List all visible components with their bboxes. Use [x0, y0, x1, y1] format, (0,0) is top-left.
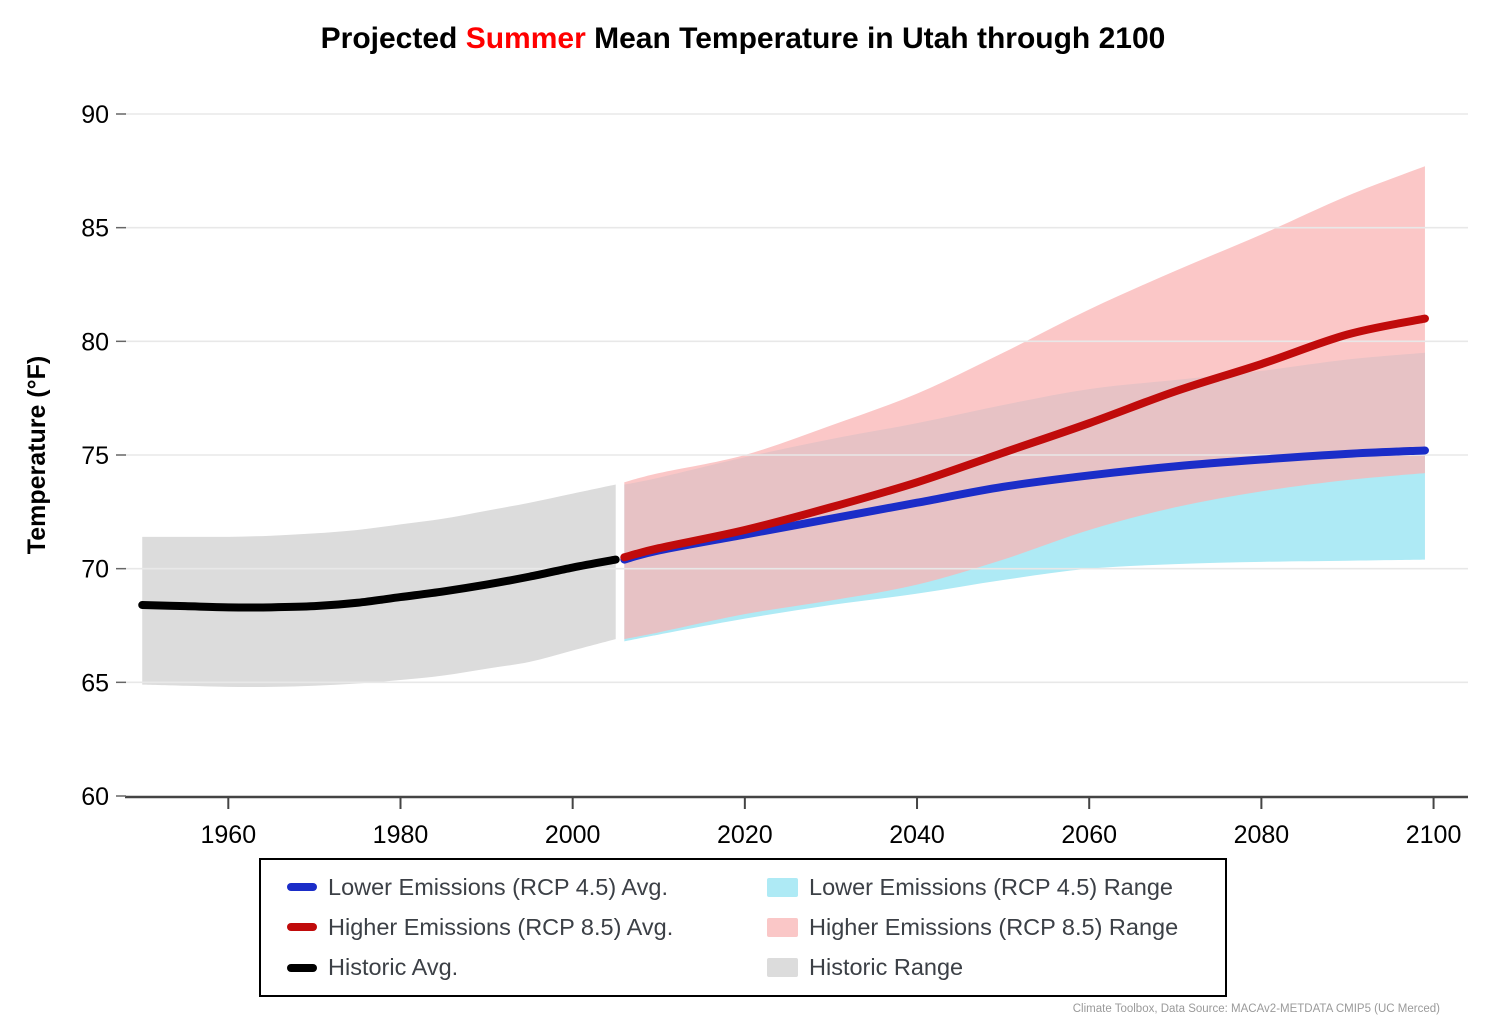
y-tick-label: 80 [81, 328, 109, 356]
y-tick-label: 75 [81, 442, 109, 470]
legend-label: Lower Emissions (RCP 4.5) Range [809, 873, 1173, 900]
chart-title-prefix: Projected [320, 22, 466, 55]
x-tick-label: 2020 [717, 821, 773, 849]
chart-title: Projected Summer Mean Temperature in Uta… [0, 22, 1486, 56]
y-tick-label: 60 [81, 783, 109, 811]
y-tick-label: 90 [81, 101, 109, 129]
rcp45-avg-line-swatch [287, 883, 317, 892]
x-tick-label: 2060 [1061, 821, 1117, 849]
legend-label: Historic Avg. [328, 954, 459, 981]
rcp45-range-patch-swatch [767, 877, 798, 897]
y-tick-label: 65 [81, 669, 109, 697]
gridlines [125, 113, 1468, 684]
rcp85-avg-line-swatch [287, 923, 317, 932]
legend-entry-rcp45-range: Lower Emissions (RCP 4.5) Range [767, 874, 1178, 901]
x-tick-label: 2080 [1234, 821, 1290, 849]
chart-title-suffix: Mean Temperature in Utah through 2100 [585, 22, 1166, 55]
data-source-attribution: Climate Toolbox, Data Source: MACAv2-MET… [1072, 1003, 1440, 1015]
legend-entry-rcp85-range: Higher Emissions (RCP 8.5) Range [767, 914, 1178, 941]
x-tick-label: 2040 [889, 821, 945, 849]
legend-entry-historic-avg: Historic Avg. [287, 954, 673, 981]
x-tick-label: 1980 [373, 821, 429, 849]
historic-range-patch-swatch [767, 958, 798, 978]
higher-emissions-rcp-8-5-avg-line [620, 314, 1429, 562]
legend-column-avg: Lower Emissions (RCP 4.5) Avg. Higher Em… [287, 867, 673, 988]
legend-label: Historic Range [809, 954, 964, 981]
legend-label: Higher Emissions (RCP 8.5) Range [809, 913, 1179, 940]
y-axis-title: Temperature (°F) [23, 356, 51, 554]
legend-entry-historic-range: Historic Range [767, 954, 1178, 981]
legend-entry-rcp45-avg: Lower Emissions (RCP 4.5) Avg. [287, 874, 673, 901]
x-axis: 1960 1980 2000 2020 2040 2060 2080 2100 [125, 795, 1468, 849]
chart-title-season-highlight: Summer [465, 22, 586, 55]
chart-legend: Lower Emissions (RCP 4.5) Avg. Higher Em… [259, 858, 1227, 997]
y-tick-label: 85 [81, 215, 109, 243]
y-axis: 60 65 70 75 80 85 90 Temperature (°F) [23, 101, 126, 811]
y-tick-label: 70 [81, 556, 109, 584]
x-tick-label: 1960 [200, 821, 256, 849]
x-tick-label: 2100 [1406, 821, 1462, 849]
legend-label: Higher Emissions (RCP 8.5) Avg. [328, 913, 674, 940]
rcp85-range-patch-swatch [767, 917, 798, 937]
historic-avg-line [138, 555, 620, 612]
legend-label: Lower Emissions (RCP 4.5) Avg. [328, 873, 669, 900]
legend-column-range: Lower Emissions (RCP 4.5) Range Higher E… [767, 867, 1178, 988]
x-tick-label: 2000 [545, 821, 601, 849]
historic-avg-line-swatch [287, 963, 317, 972]
legend-entry-rcp85-avg: Higher Emissions (RCP 8.5) Avg. [287, 914, 673, 941]
historic-range-band [142, 484, 616, 688]
